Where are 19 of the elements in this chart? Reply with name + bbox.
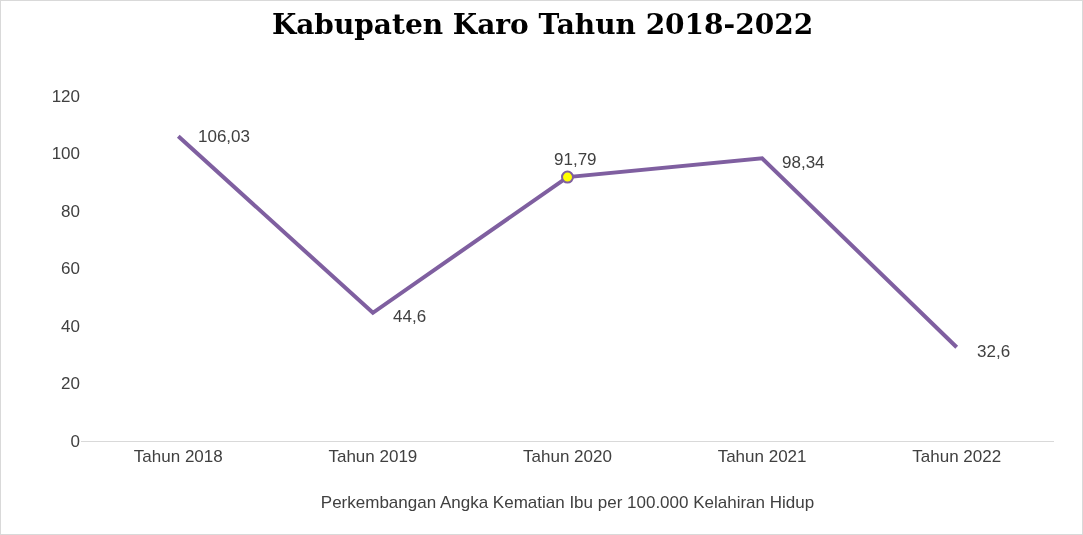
x-axis-title: Perkembangan Angka Kematian Ibu per 100.000 Kelahiran Hidup [320, 492, 815, 512]
y-tick-label: 40 [61, 316, 80, 336]
y-tick-label: 80 [61, 201, 80, 221]
y-tick-label: 60 [61, 259, 80, 279]
chart-title: Kabupaten Karo Tahun 2018-2022 [271, 7, 814, 41]
y-tick-label: 100 [51, 144, 80, 164]
data-label: 91,79 [554, 150, 597, 169]
y-tick-label: 0 [70, 431, 80, 451]
data-label: 106,03 [198, 127, 250, 146]
data-label: 44,6 [393, 307, 427, 326]
x-tick-label: Tahun 2020 [523, 447, 612, 467]
x-tick-label: Tahun 2019 [328, 447, 418, 467]
y-tick-label: 120 [51, 86, 80, 106]
x-tick-label: Tahun 2021 [717, 447, 807, 467]
x-tick-label: Tahun 2018 [133, 447, 223, 467]
y-tick-label: 20 [61, 374, 80, 394]
data-label: 32,6 [977, 342, 1011, 361]
data-label: 98,34 [782, 153, 825, 172]
x-tick-label: Tahun 2022 [912, 447, 1002, 467]
